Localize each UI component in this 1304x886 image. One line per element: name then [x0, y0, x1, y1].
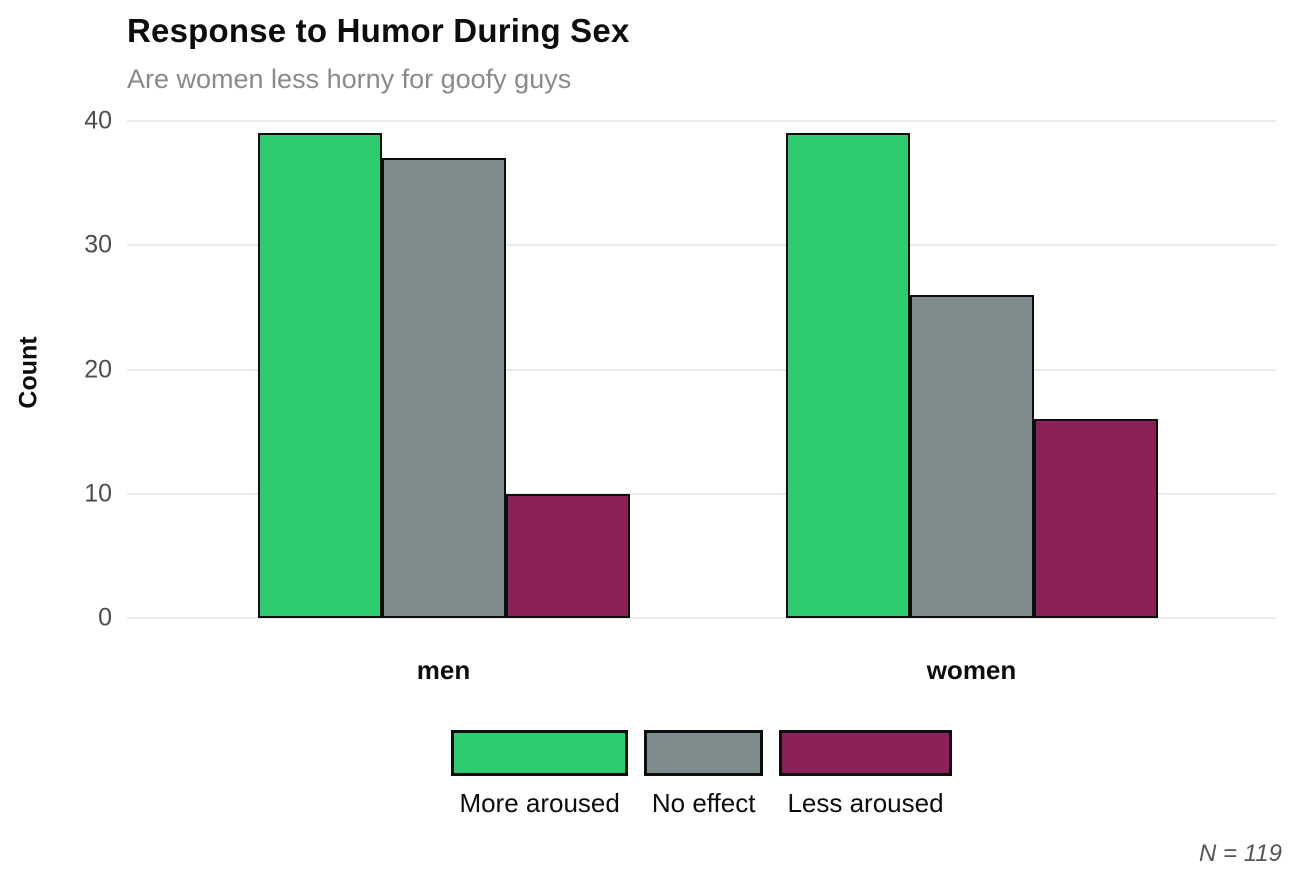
gridline-y-40 — [127, 120, 1276, 122]
legend-swatch-no-effect — [643, 730, 764, 776]
chart-caption: N = 119 — [1199, 840, 1282, 867]
bar-men-no-effect — [381, 158, 506, 618]
bar-women-less-aroused — [1033, 419, 1158, 618]
legend-label-no-effect: No effect — [651, 788, 756, 818]
legend-item-more-aroused: More aroused — [451, 730, 628, 819]
legend-swatch-more-aroused — [451, 730, 628, 776]
legend-label-more-aroused: More aroused — [459, 788, 620, 818]
gridline-y-0 — [127, 617, 1276, 619]
gridline-y-30 — [127, 244, 1276, 247]
y-tick-label-20: 20 — [84, 355, 112, 383]
gridline-y-20 — [127, 368, 1276, 371]
x-category-label-women: women — [926, 655, 1017, 685]
y-tick-label-0: 0 — [98, 603, 112, 632]
legend-item-less-aroused: Less aroused — [779, 730, 952, 819]
chart-subtitle: Are women less horny for goofy guys — [127, 64, 572, 94]
bar-women-more-aroused — [785, 133, 910, 618]
legend-label-less-aroused: Less aroused — [787, 788, 944, 818]
gridline-y-10 — [127, 492, 1276, 495]
legend-item-no-effect: No effect — [643, 730, 764, 819]
y-tick-label-30: 30 — [84, 230, 112, 259]
y-tick-label-10: 10 — [84, 479, 112, 508]
bar-women-no-effect — [909, 294, 1034, 618]
legend-swatch-less-aroused — [779, 730, 952, 776]
chart-title: Response to Humor During Sex — [127, 12, 630, 49]
legend: More aroused No effect Less aroused — [127, 730, 1276, 819]
bar-men-less-aroused — [505, 493, 630, 618]
x-category-label-men: men — [416, 655, 471, 685]
y-tick-label-40: 40 — [84, 106, 112, 135]
bar-men-more-aroused — [257, 133, 382, 618]
